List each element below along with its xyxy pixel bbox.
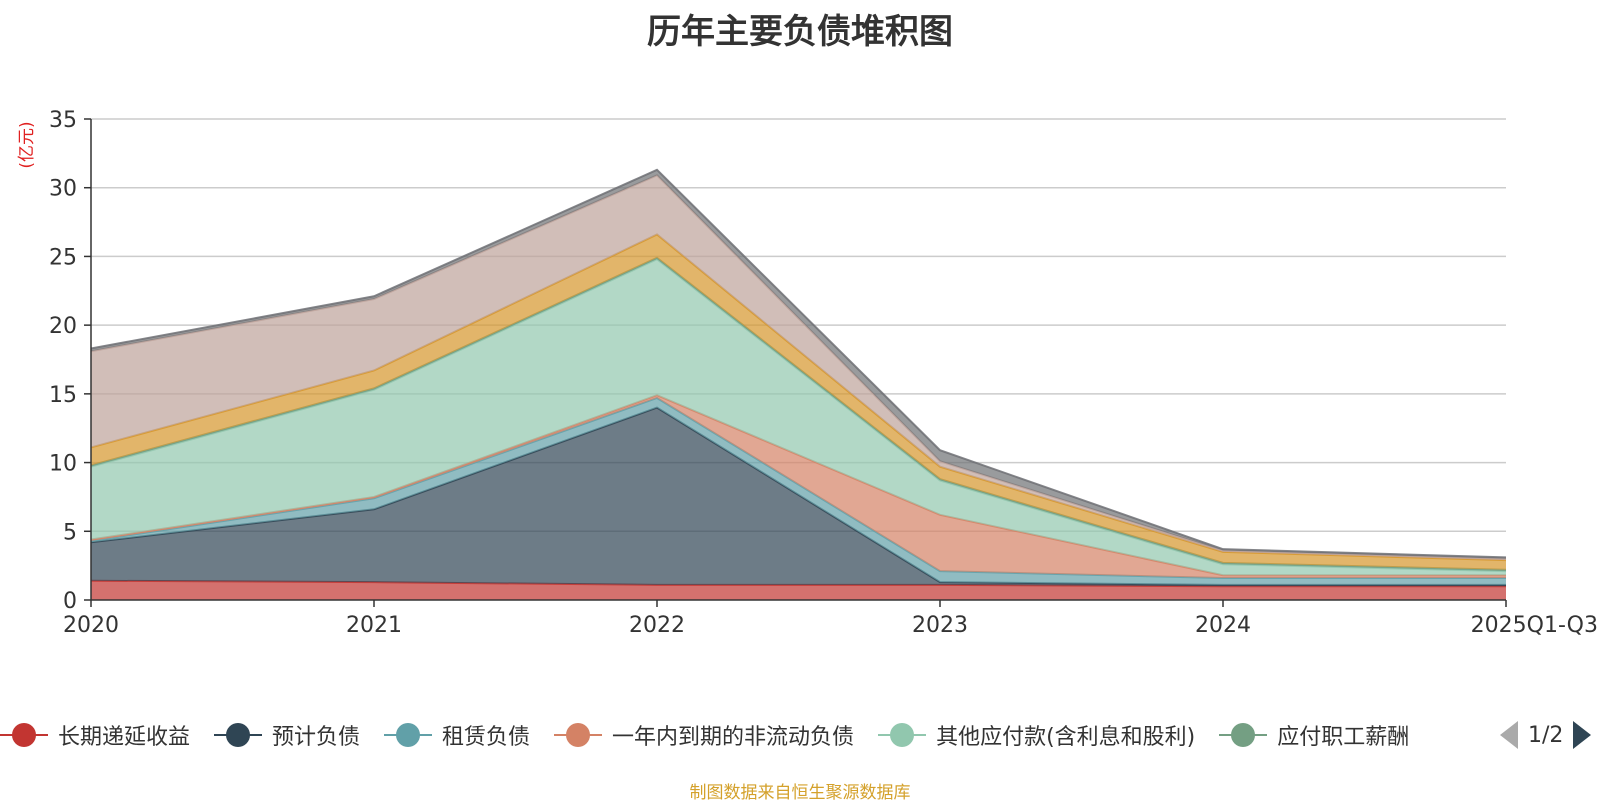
series-area-7 <box>91 175 1506 561</box>
legend-items: 长期递延收益 预计负债 租赁负债 一年内到期的非流动负债 其他应付款(含利息和股利) 应付… <box>0 715 1480 755</box>
legend-marker-icon <box>214 723 263 747</box>
y-axis-unit-label: (亿元) <box>17 121 37 168</box>
series-area-8 <box>91 169 1506 559</box>
legend-item-5[interactable]: 应付职工薪酬 <box>1219 715 1409 755</box>
legend-marker-icon <box>0 723 48 747</box>
legend-marker-icon <box>554 723 603 747</box>
series-area-2 <box>91 397 1506 585</box>
legend-item-0[interactable]: 长期递延收益 <box>0 715 190 755</box>
legend-label: 应付职工薪酬 <box>1277 725 1410 750</box>
x-tick-label: 2021 <box>346 613 402 638</box>
legend-label: 预计负债 <box>272 725 361 750</box>
x-tick-label: 2020 <box>63 613 119 638</box>
series-line-8 <box>90 168 1507 559</box>
x-tick-label: 2025Q1-Q3 <box>1471 613 1598 638</box>
x-tick-label: 2022 <box>629 613 685 638</box>
legend-prev-page-icon[interactable] <box>1500 721 1518 749</box>
legend-item-4[interactable]: 其他应付款(含利息和股利) <box>878 715 1195 755</box>
chart-title: 历年主要负债堆积图 <box>647 12 953 52</box>
y-tick-label: 30 <box>49 177 77 202</box>
legend-item-2[interactable]: 租赁负债 <box>384 715 530 755</box>
legend-pager: 1/2 <box>1500 715 1600 755</box>
legend-label: 租赁负债 <box>442 725 531 750</box>
series-area-0 <box>91 580 1506 600</box>
series-area-1 <box>91 407 1506 587</box>
x-tick-label: 2024 <box>1195 613 1251 638</box>
legend-marker-icon <box>384 723 433 747</box>
legend: 长期递延收益 预计负债 租赁负债 一年内到期的非流动负债 其他应付款(含利息和股利) 应付… <box>0 715 1600 755</box>
series-area-4 <box>91 259 1506 576</box>
y-tick-label: 35 <box>49 108 77 133</box>
y-tick-label: 20 <box>49 314 77 339</box>
y-tick-label: 25 <box>49 245 77 270</box>
legend-label: 长期递延收益 <box>58 725 191 750</box>
y-tick-label: 5 <box>63 520 77 545</box>
legend-page-indicator: 1/2 <box>1528 722 1564 748</box>
legend-item-3[interactable]: 一年内到期的非流动负债 <box>554 715 854 755</box>
x-tick-label: 2023 <box>912 613 968 638</box>
legend-marker-icon <box>878 723 927 747</box>
source-note: 制图数据来自恒生聚源数据库 <box>689 783 911 800</box>
y-tick-label: 10 <box>49 452 77 477</box>
legend-label: 其他应付款(含利息和股利) <box>936 725 1196 750</box>
legend-next-page-icon[interactable] <box>1573 721 1592 749</box>
y-tick-label: 0 <box>63 589 77 614</box>
legend-marker-icon <box>1219 723 1268 747</box>
legend-label: 一年内到期的非流动负债 <box>612 725 855 750</box>
legend-item-1[interactable]: 预计负债 <box>214 715 360 755</box>
y-tick-label: 15 <box>49 383 77 408</box>
